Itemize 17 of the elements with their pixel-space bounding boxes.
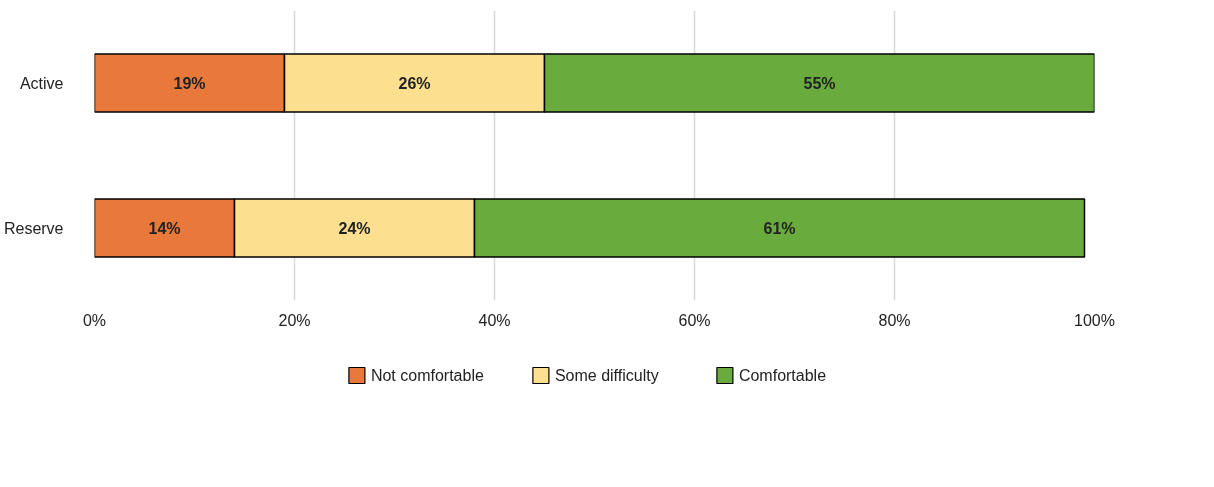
data-label: 19%	[173, 74, 206, 92]
x-tick-label: 40%	[478, 311, 511, 329]
y-tick-label: Reserve	[3, 219, 64, 237]
data-label: 61%	[763, 219, 796, 237]
data-label: 14%	[148, 219, 181, 237]
x-tick-label: 100%	[1074, 311, 1115, 329]
x-tick-label: 80%	[878, 311, 911, 329]
data-label: 26%	[398, 74, 431, 92]
x-tick-label: 0%	[82, 311, 107, 329]
y-tick-label: Active	[19, 74, 64, 92]
legend-label: Not comfortable	[370, 367, 484, 384]
data-label: 24%	[338, 219, 371, 237]
data-label: 55%	[803, 74, 836, 92]
legend-label: Comfortable	[738, 367, 827, 384]
x-tick-label: 60%	[678, 311, 711, 329]
x-tick-label: 20%	[278, 311, 311, 329]
legend-label: Some difficulty	[554, 367, 659, 384]
